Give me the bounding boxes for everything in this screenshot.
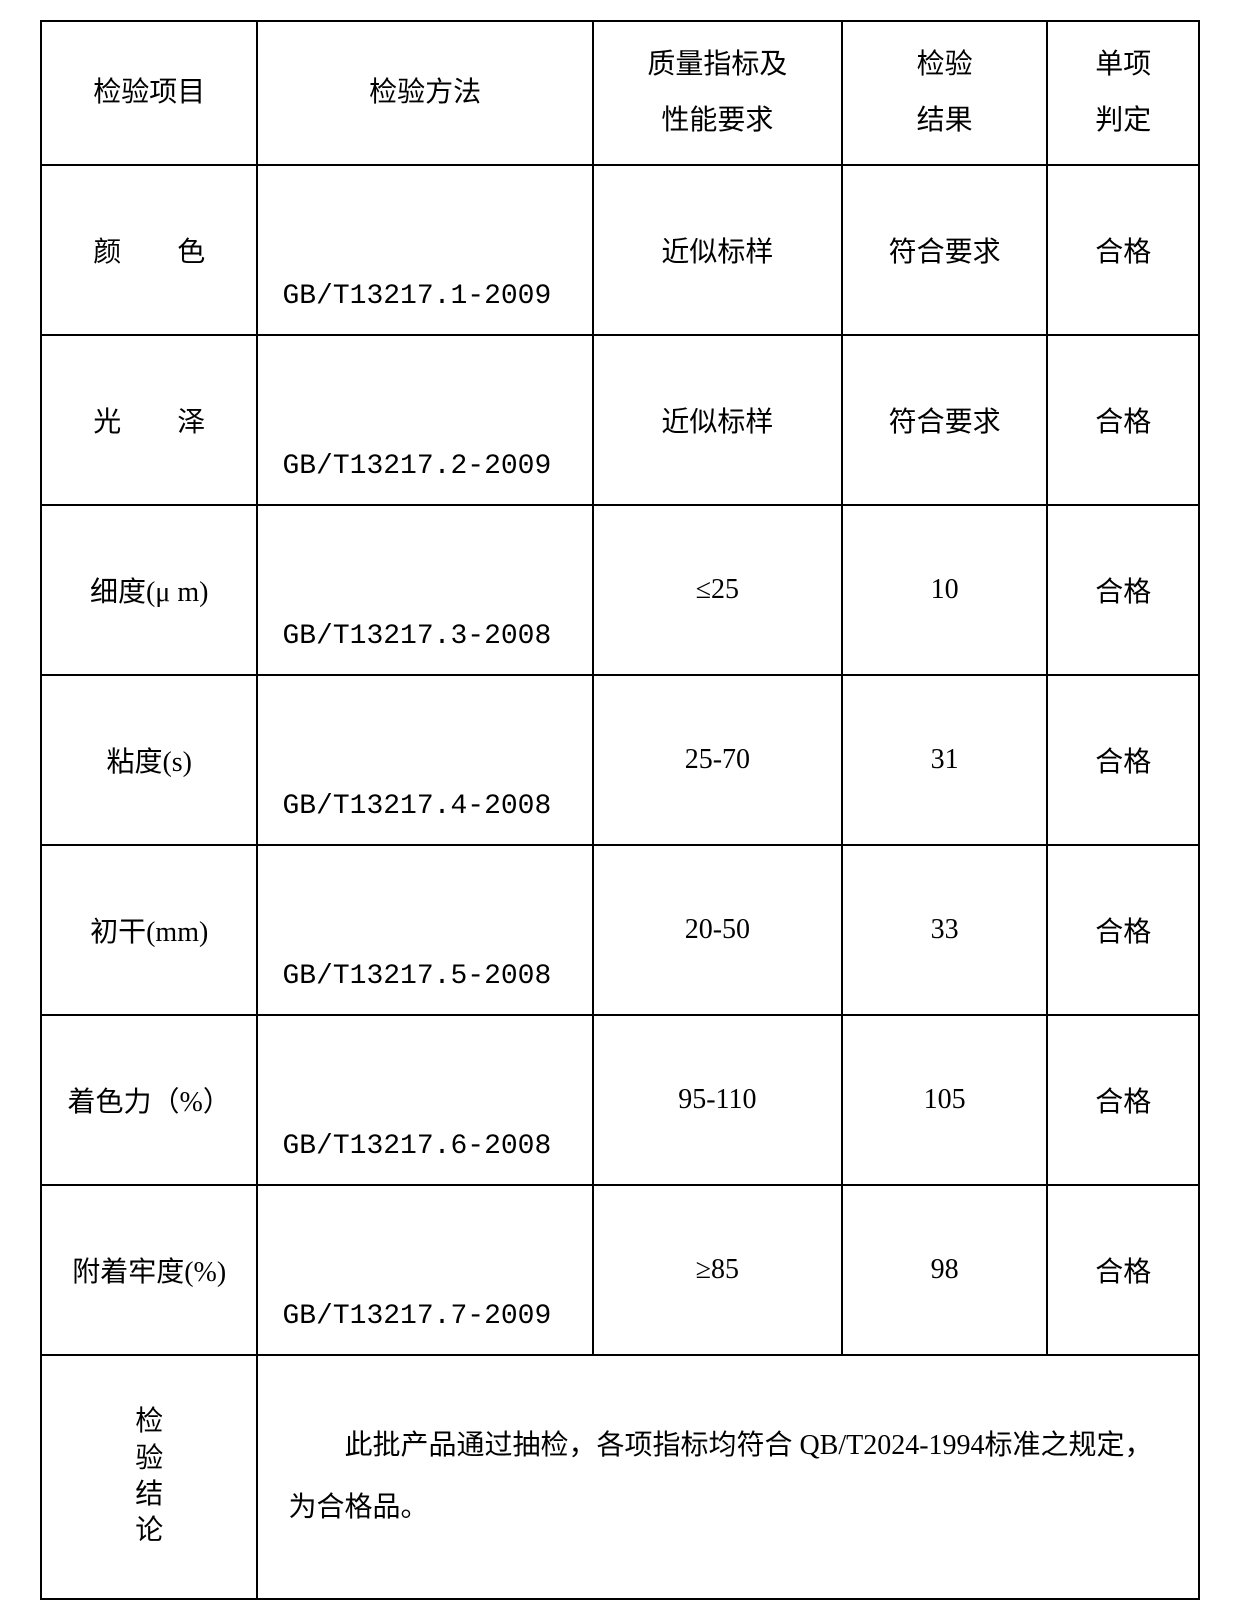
conclusion-label-cell: 检验结论 <box>41 1355 257 1599</box>
table-row: 光 泽GB/T13217.2-2009近似标样符合要求合格 <box>41 335 1199 505</box>
col-header-result: 检验结果 <box>842 21 1048 165</box>
col-header-spec: 质量指标及性能要求 <box>593 21 842 165</box>
cell-method: GB/T13217.2-2009 <box>257 335 592 505</box>
col-header-method: 检验方法 <box>257 21 592 165</box>
table-row: 粘度(s)GB/T13217.4-200825-7031合格 <box>41 675 1199 845</box>
cell-judge: 合格 <box>1047 1185 1199 1355</box>
cell-judge: 合格 <box>1047 505 1199 675</box>
cell-method: GB/T13217.7-2009 <box>257 1185 592 1355</box>
cell-spec: 近似标样 <box>593 165 842 335</box>
cell-item: 初干(mm) <box>41 845 257 1015</box>
cell-spec: 95-110 <box>593 1015 842 1185</box>
table-row: 附着牢度(%)GB/T13217.7-2009≥8598合格 <box>41 1185 1199 1355</box>
table-body: 检验项目 检验方法 质量指标及性能要求 检验结果 单项判定 颜 色GB/T132… <box>41 21 1199 1599</box>
cell-spec: ≥85 <box>593 1185 842 1355</box>
cell-result: 31 <box>842 675 1048 845</box>
inspection-table-container: 检验项目 检验方法 质量指标及性能要求 检验结果 单项判定 颜 色GB/T132… <box>0 0 1240 1620</box>
conclusion-body-cell: 此批产品通过抽检，各项指标均符合 QB/T2024-1994标准之规定，为合格品… <box>257 1355 1199 1599</box>
cell-item: 着色力（%） <box>41 1015 257 1185</box>
cell-result: 33 <box>842 845 1048 1015</box>
conclusion-row: 检验结论 此批产品通过抽检，各项指标均符合 QB/T2024-1994标准之规定… <box>41 1355 1199 1599</box>
cell-result: 105 <box>842 1015 1048 1185</box>
cell-item: 光 泽 <box>41 335 257 505</box>
cell-judge: 合格 <box>1047 335 1199 505</box>
table-row: 细度(μ m)GB/T13217.3-2008≤2510合格 <box>41 505 1199 675</box>
cell-result: 符合要求 <box>842 165 1048 335</box>
cell-judge: 合格 <box>1047 845 1199 1015</box>
cell-result: 符合要求 <box>842 335 1048 505</box>
table-row: 着色力（%）GB/T13217.6-200895-110105合格 <box>41 1015 1199 1185</box>
inspection-table: 检验项目 检验方法 质量指标及性能要求 检验结果 单项判定 颜 色GB/T132… <box>40 20 1200 1600</box>
cell-method: GB/T13217.3-2008 <box>257 505 592 675</box>
cell-item: 附着牢度(%) <box>41 1185 257 1355</box>
cell-spec: 近似标样 <box>593 335 842 505</box>
cell-judge: 合格 <box>1047 1015 1199 1185</box>
table-row: 颜 色GB/T13217.1-2009近似标样符合要求合格 <box>41 165 1199 335</box>
cell-item: 粘度(s) <box>41 675 257 845</box>
cell-result: 98 <box>842 1185 1048 1355</box>
cell-method: GB/T13217.6-2008 <box>257 1015 592 1185</box>
col-header-judge: 单项判定 <box>1047 21 1199 165</box>
cell-spec: 25-70 <box>593 675 842 845</box>
table-header-row: 检验项目 检验方法 质量指标及性能要求 检验结果 单项判定 <box>41 21 1199 165</box>
cell-spec: 20-50 <box>593 845 842 1015</box>
cell-method: GB/T13217.4-2008 <box>257 675 592 845</box>
cell-method: GB/T13217.1-2009 <box>257 165 592 335</box>
cell-spec: ≤25 <box>593 505 842 675</box>
cell-method: GB/T13217.5-2008 <box>257 845 592 1015</box>
cell-item: 颜 色 <box>41 165 257 335</box>
cell-judge: 合格 <box>1047 675 1199 845</box>
cell-item: 细度(μ m) <box>41 505 257 675</box>
cell-judge: 合格 <box>1047 165 1199 335</box>
conclusion-label-text: 检验结论 <box>135 1404 163 1550</box>
cell-result: 10 <box>842 505 1048 675</box>
col-header-item: 检验项目 <box>41 21 257 165</box>
conclusion-text: 此批产品通过抽检，各项指标均符合 QB/T2024-1994标准之规定，为合格品… <box>288 1415 1168 1538</box>
table-row: 初干(mm)GB/T13217.5-200820-5033合格 <box>41 845 1199 1015</box>
